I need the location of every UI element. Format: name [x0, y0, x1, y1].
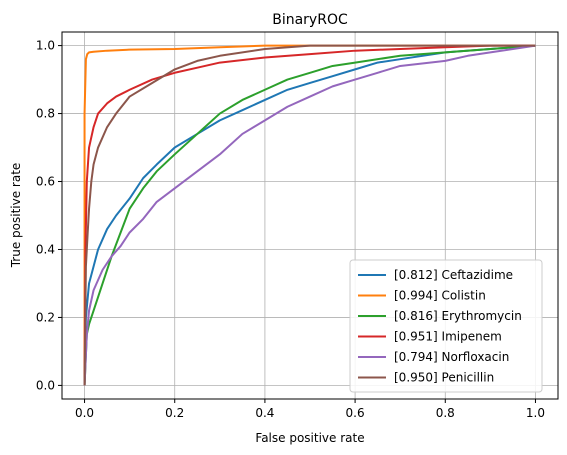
legend-entry: [0.950] Penicillin — [394, 371, 494, 385]
axis-ticks: 0.0 0.2 0.4 0.6 0.8 1.0 0.0 0.2 0.4 0.6 0.8 1.0 — [36, 39, 545, 420]
x-tick-label: 0.8 — [436, 406, 455, 420]
legend-entry: [0.794] Norfloxacin — [394, 350, 509, 364]
y-tick-label: 0.2 — [36, 310, 55, 324]
x-axis-label: False positive rate — [255, 431, 364, 445]
x-tick-label: 0.4 — [255, 406, 274, 420]
x-tick-label: 0.2 — [165, 406, 184, 420]
plot-frame — [61, 31, 559, 400]
x-tick-label: 0.0 — [75, 406, 94, 420]
y-tick-label: 0.0 — [36, 378, 55, 392]
roc-curves — [83, 44, 536, 386]
roc-curve-norfloxacin — [83, 44, 536, 386]
legend-entry: [0.812] Ceftazidime — [394, 268, 513, 282]
legend-entry: [0.816] Erythromycin — [394, 309, 522, 323]
x-tick-label: 0.6 — [346, 406, 365, 420]
grid-lines — [62, 32, 558, 399]
roc-curve-ceftazidime — [83, 44, 536, 386]
y-axis-label: True positive rate — [9, 163, 23, 269]
y-tick-label: 1.0 — [36, 39, 55, 53]
x-tick-label: 1.0 — [526, 406, 545, 420]
roc-curve-penicillin — [83, 44, 536, 386]
legend-entry: [0.951] Imipenem — [394, 330, 502, 344]
legend-box — [349, 259, 543, 393]
y-tick-label: 0.6 — [36, 175, 55, 189]
legend: [0.812] Ceftazidime [0.994] Colistin [0.81… — [349, 259, 543, 393]
legend-entry: [0.994] Colistin — [394, 289, 486, 303]
y-tick-label: 0.4 — [36, 242, 55, 256]
y-tick-label: 0.8 — [36, 107, 55, 121]
chart-title: BinaryROC — [272, 12, 348, 28]
roc-curve-erythromycin — [83, 44, 536, 386]
